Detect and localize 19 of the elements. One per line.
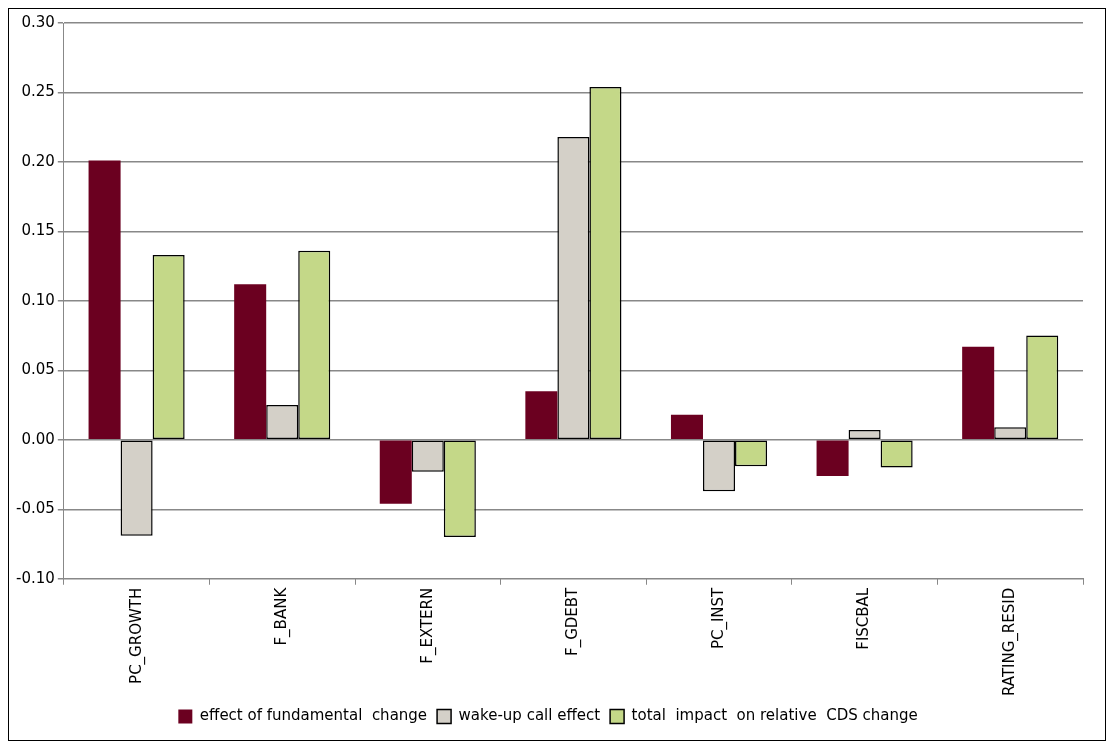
y-tick-label: -0.10 [16, 568, 55, 587]
y-tick-label: 0.25 [21, 82, 55, 101]
x-tick-label: PC_GROWTH [126, 587, 146, 684]
x-tick-label: F_EXTERN [417, 587, 437, 664]
y-tick-label: 0.30 [21, 12, 55, 31]
x-tick-label: FISCBAL [854, 587, 873, 650]
legend-label: effect of fundamental change [199, 706, 428, 725]
x-tick-label: F_GDEBT [563, 586, 583, 656]
x-tick-label: PC_INST [708, 586, 728, 650]
legend-label: total impact on relative CDS change [631, 706, 918, 725]
y-tick-label: -0.05 [16, 499, 55, 518]
legend-label: wake-up call effect [458, 706, 601, 725]
y-tick-label: 0.20 [21, 151, 55, 170]
y-tick-label: 0.10 [21, 290, 55, 309]
y-tick-label: 0.05 [21, 360, 55, 379]
y-tick-label: 0.00 [21, 429, 55, 448]
x-tick-label: RATING_RESID [1000, 587, 1020, 697]
x-tick-label: F_BANK [272, 586, 292, 646]
y-tick-label: 0.15 [21, 221, 55, 240]
